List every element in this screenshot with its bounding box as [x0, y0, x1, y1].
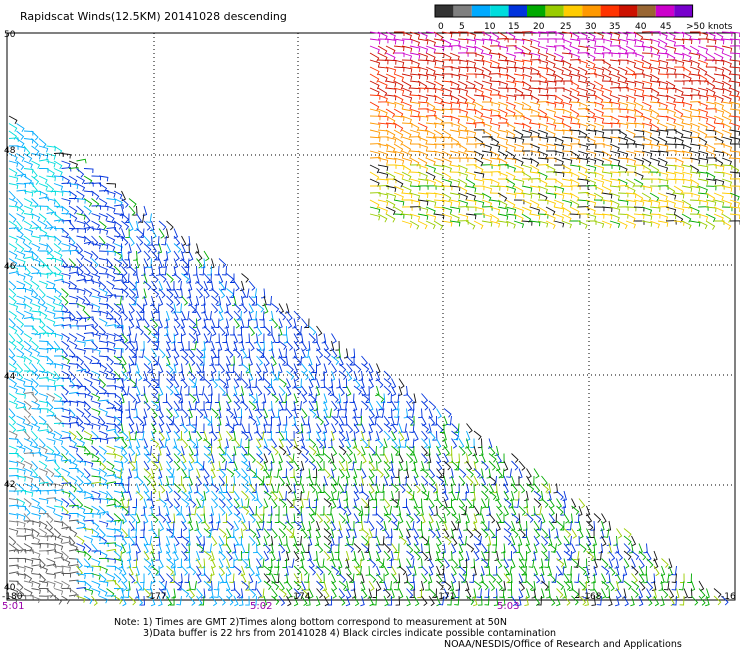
- legend-swatch: [563, 5, 583, 17]
- legend-swatch: [637, 5, 656, 17]
- legend-swatch: [453, 5, 472, 17]
- latitude-labels: 50 48 46 44 42 40: [4, 30, 16, 593]
- legend-swatch: [435, 5, 454, 17]
- lat-label: 44: [4, 372, 16, 382]
- lon-label: -174: [290, 592, 311, 602]
- legend-label: 30: [585, 22, 597, 32]
- time-label: 5:02: [250, 601, 272, 612]
- lon-label: -171: [435, 592, 455, 602]
- lat-label: 40: [4, 583, 16, 593]
- legend-swatch: [619, 5, 638, 17]
- legend-label: 10: [484, 22, 496, 32]
- wind-speed-legend: 0 5 10 15 20 25 30 35 40 45 >50 knots: [434, 4, 733, 32]
- time-label: 5:03: [497, 601, 519, 612]
- longitude-labels: -180 -177 -174 -171 -168 -16: [2, 592, 736, 602]
- lon-label: -180: [2, 592, 23, 602]
- lat-label: 48: [4, 146, 16, 156]
- legend-swatch: [582, 5, 601, 17]
- note-line-3: NOAA/NESDIS/Office of Research and Appli…: [444, 639, 682, 650]
- time-label: 5:01: [2, 601, 24, 612]
- note-line-1: Note: 1) Times are GMT 2)Times along bot…: [114, 617, 507, 628]
- graticule: [7, 33, 735, 600]
- legend-label: 25: [560, 22, 571, 32]
- lon-label: -16: [721, 592, 736, 602]
- legend-swatch: [545, 5, 564, 17]
- footer-notes: Note: 1) Times are GMT 2)Times along bot…: [114, 617, 682, 650]
- legend-label: 5: [459, 22, 465, 32]
- wind-barbs-upper-swath: [369, 31, 740, 230]
- legend-swatch: [490, 5, 509, 17]
- lon-label: -177: [146, 592, 166, 602]
- lon-label: -168: [581, 592, 602, 602]
- legend-swatch: [674, 5, 693, 17]
- lat-label: 50: [4, 30, 16, 40]
- time-labels: 5:01 5:02 5:03: [2, 601, 519, 612]
- legend-label: 15: [508, 22, 519, 32]
- map-title: Rapidscat Winds(12.5KM) 20141028 descend…: [20, 10, 287, 23]
- note-line-2: 3)Data buffer is 22 hrs from 20141028 4)…: [143, 628, 556, 639]
- legend-label: 40: [635, 22, 647, 32]
- legend-label: 20: [533, 22, 545, 32]
- legend-label: 0: [438, 22, 444, 32]
- legend-label: 35: [609, 22, 620, 32]
- legend-swatch: [471, 5, 491, 17]
- legend-label: >50 knots: [686, 22, 733, 32]
- legend-swatch: [600, 5, 619, 17]
- legend-swatch: [527, 5, 546, 17]
- legend-swatch: [655, 5, 675, 17]
- legend-swatch: [508, 5, 527, 17]
- lat-label: 46: [4, 262, 16, 272]
- wind-barbs-swath: [8, 115, 729, 607]
- legend-label: 45: [660, 22, 671, 32]
- lat-label: 42: [4, 480, 15, 490]
